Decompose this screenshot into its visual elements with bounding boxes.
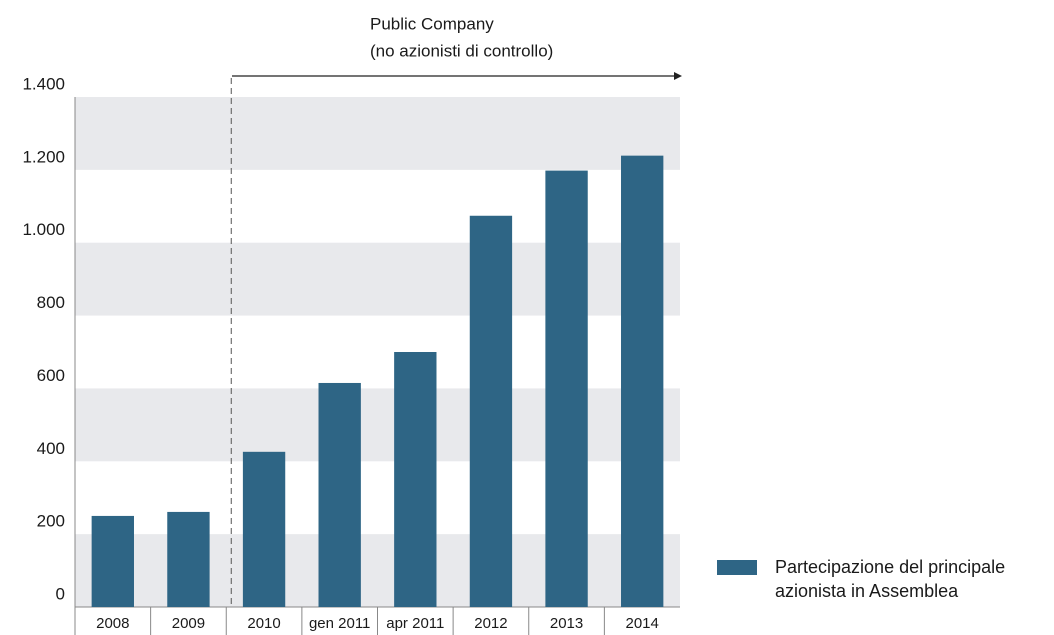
y-tick-label: 1.200 [22, 147, 65, 166]
x-tick-label: 2014 [626, 615, 659, 632]
arrow-head [674, 72, 682, 80]
bar [167, 511, 210, 607]
grid-band [75, 388, 680, 462]
bar [545, 170, 588, 608]
bar [469, 215, 513, 607]
y-tick-label: 0 [56, 584, 65, 603]
x-tick-label: apr 2011 [386, 615, 444, 632]
bar [621, 155, 664, 607]
x-tick-label: 2012 [474, 615, 507, 632]
legend-swatch [717, 560, 757, 575]
y-tick-label: 200 [37, 512, 65, 531]
plot-background [75, 97, 680, 607]
y-tick-label: 1.400 [22, 74, 65, 93]
bar [242, 451, 286, 607]
annotation: (no azionisti di controllo) [370, 41, 553, 60]
y-tick-label: 800 [37, 293, 65, 312]
x-tick-label: 2009 [172, 615, 205, 632]
x-tick-label: 2013 [550, 615, 583, 632]
x-tick-label: 2008 [96, 615, 129, 632]
bar [394, 352, 437, 607]
y-tick-label: 1.000 [22, 220, 65, 239]
grid-band [75, 242, 680, 316]
grid-band [75, 97, 680, 170]
bar [91, 515, 134, 607]
grid-band [75, 534, 680, 607]
bar [318, 382, 361, 607]
y-tick-label: 600 [37, 366, 65, 385]
x-tick-label: 2010 [247, 615, 280, 632]
legend-label: Partecipazione del principale azionista … [775, 557, 1006, 601]
annotation: Public Company [370, 14, 494, 33]
y-tick-label: 400 [37, 439, 65, 458]
x-tick-label: gen 2011 [309, 615, 370, 632]
